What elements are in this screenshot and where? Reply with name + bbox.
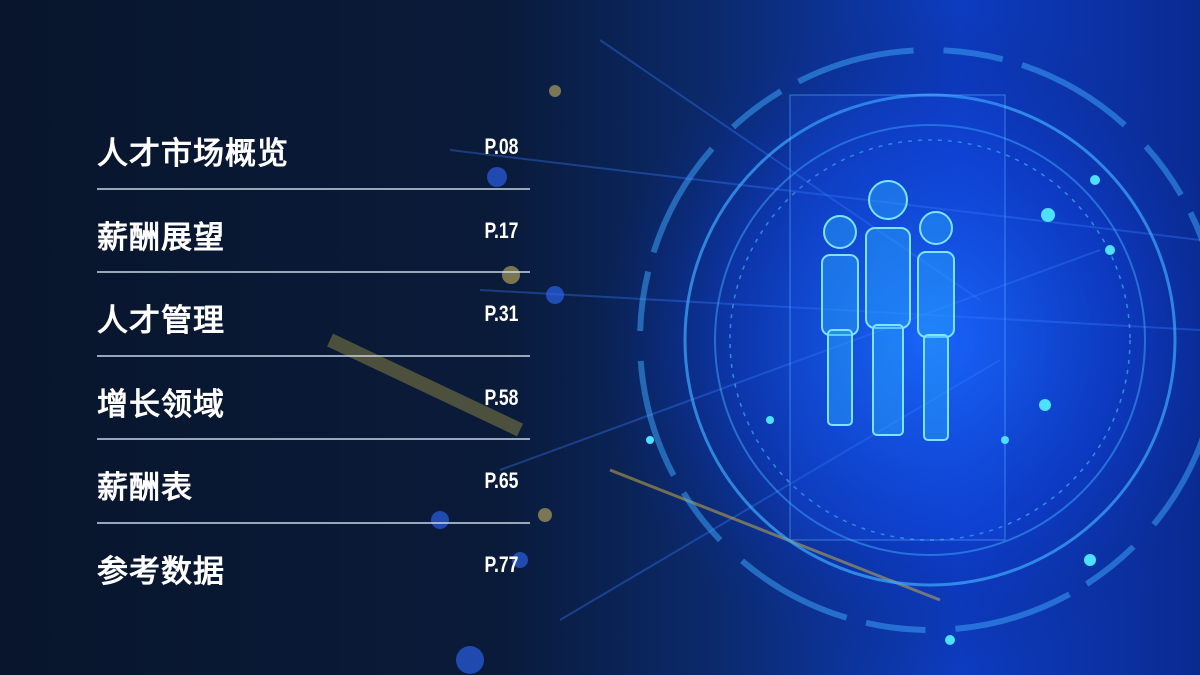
toc-item-page: P.65 — [484, 468, 518, 493]
toc-item-salary-table[interactable]: 薪酬表 P.65 — [97, 440, 530, 524]
toc-item-title: 增长领域 — [97, 386, 225, 423]
toc-item-reference-data[interactable]: 参考数据 P.77 — [97, 524, 530, 608]
people-group-icon — [821, 180, 955, 441]
toc-item-page: P.31 — [484, 301, 518, 326]
toc-item-page: P.58 — [484, 384, 518, 410]
table-of-contents: 人才市场概览 P.08 薪酬展望 P.17 人才管理 P.31 增长领域 P.5… — [97, 106, 530, 607]
toc-item-title: 参考数据 — [97, 553, 225, 590]
toc-item-title: 人才管理 — [97, 303, 225, 339]
toc-item-title: 薪酬展望 — [97, 219, 225, 256]
toc-item-page: P.08 — [484, 134, 518, 159]
toc-item-talent-management[interactable]: 人才管理 P.31 — [97, 273, 530, 357]
toc-item-title: 人才市场概览 — [97, 136, 289, 172]
toc-item-growth-areas[interactable]: 增长领域 P.58 — [97, 357, 530, 440]
toc-item-salary-outlook[interactable]: 薪酬展望 P.17 — [97, 190, 530, 273]
toc-item-title: 薪酬表 — [97, 470, 193, 506]
toc-item-page: P.77 — [484, 551, 518, 577]
toc-item-page: P.17 — [484, 217, 518, 243]
toc-item-talent-market[interactable]: 人才市场概览 P.08 — [97, 106, 530, 190]
